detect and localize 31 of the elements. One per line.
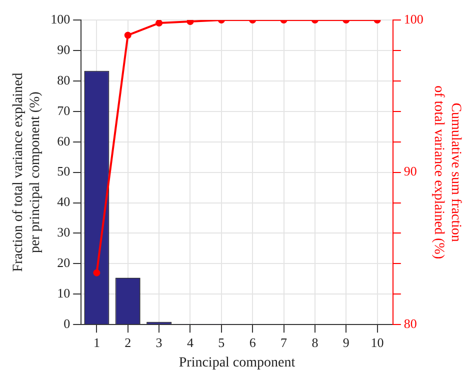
y-axis-title: Fraction of total variance explained per principal component (%) <box>11 72 43 272</box>
point <box>93 269 100 276</box>
point <box>124 32 132 39</box>
y-tick-label: 80 <box>57 72 70 88</box>
x-tick-label: 6 <box>249 334 256 350</box>
y-tick-label: 10 <box>57 286 70 301</box>
x-tick-label: 4 <box>186 334 194 350</box>
y-tick-label: 90 <box>57 42 70 57</box>
x-tick-label: 9 <box>342 334 350 350</box>
x-tick-label: 5 <box>218 334 225 350</box>
y-tick-label: 30 <box>57 224 70 240</box>
x-tick-label: 1 <box>93 334 100 350</box>
x-axis-title: Principal component <box>178 355 296 370</box>
x-tick-label: 3 <box>156 334 162 350</box>
y-tick-label: 20 <box>57 255 70 270</box>
y-tick-label: 40 <box>57 194 70 210</box>
x-tick-label: 8 <box>312 334 318 350</box>
x-tick-label: 7 <box>280 334 288 350</box>
y2-axis-title: Cumulative sum fraction of total variance explained (%) <box>431 86 463 260</box>
y2-tick-label: 80 <box>404 316 417 332</box>
y-tick-label: 0 <box>64 316 70 332</box>
y2-tick-label: 100 <box>404 11 424 26</box>
y-tick-label: 60 <box>57 133 70 148</box>
y-tick-label: 70 <box>57 102 70 118</box>
point <box>186 20 194 26</box>
y2-tick-label: 90 <box>404 164 417 179</box>
y-tick-label: 50 <box>57 164 70 179</box>
y-tick-label: 100 <box>50 11 70 26</box>
x-tick-label: 10 <box>370 334 384 350</box>
point <box>156 20 163 27</box>
x-tick-label: 2 <box>124 334 132 350</box>
